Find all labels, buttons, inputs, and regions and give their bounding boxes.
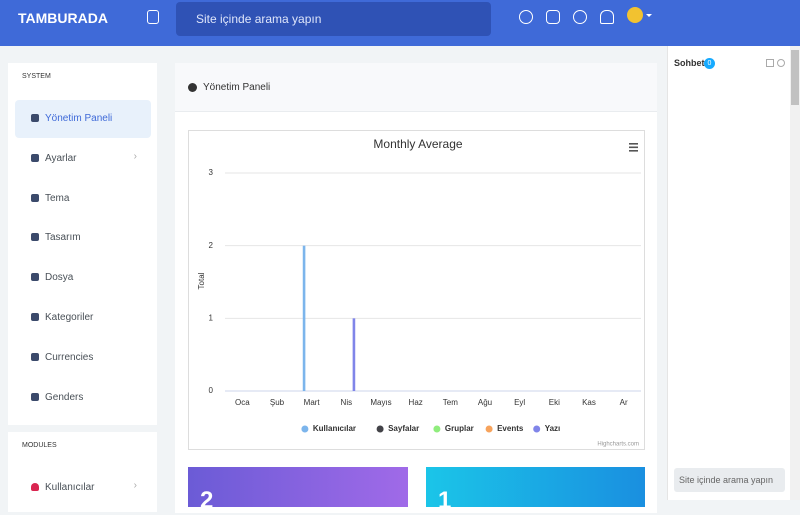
bell-icon[interactable] — [600, 10, 614, 24]
nav-label: Kullanıcılar — [45, 482, 95, 493]
avatar[interactable] — [627, 7, 643, 23]
nav-item[interactable]: Genders — [15, 379, 151, 417]
x-tick-label: Tem — [443, 398, 458, 407]
nav-icon — [31, 392, 39, 401]
panel-icon — [188, 83, 197, 92]
chat-icon[interactable] — [573, 10, 587, 24]
chat-search[interactable]: Site içinde arama yapın — [674, 468, 785, 492]
legend-label[interactable]: Sayfalar — [388, 424, 419, 433]
bar — [352, 318, 356, 391]
nav-icon — [31, 313, 39, 321]
brand[interactable]: TAMBURADA — [18, 10, 108, 26]
y-axis-label: Total — [197, 272, 206, 289]
nav-item[interactable]: Ayarlar › — [15, 140, 151, 178]
x-tick-label: Eyl — [514, 398, 525, 407]
y-tick-label: 3 — [209, 168, 214, 177]
section-title: MODULES — [22, 442, 57, 449]
nav-item[interactable]: Kullanıcılar › — [15, 469, 151, 507]
y-tick-label: 0 — [209, 386, 214, 395]
nav-item[interactable]: Tema — [15, 180, 151, 218]
nav-item[interactable]: Yönetim Paneli — [15, 100, 151, 138]
credit[interactable]: Highcharts.com — [597, 442, 639, 448]
legend-label[interactable]: Yazı — [545, 424, 561, 433]
chart-title: Monthly Average — [373, 137, 462, 151]
nav-icon — [31, 352, 39, 361]
nav-label: Genders — [45, 391, 84, 403]
scrollbar[interactable] — [790, 46, 800, 500]
legend-marker[interactable] — [376, 425, 384, 433]
avatar-caret[interactable] — [646, 14, 652, 20]
nav-label: Tema — [45, 192, 70, 204]
nav-icon — [31, 114, 39, 122]
nav-icon — [31, 483, 39, 491]
x-tick-label: Ağu — [478, 398, 492, 407]
chevron: › — [133, 150, 137, 162]
x-tick-label: Mart — [304, 398, 321, 407]
nav-icon — [31, 273, 39, 282]
section-title: SYSTEM — [22, 73, 51, 80]
legend-label[interactable]: Gruplar — [445, 424, 474, 433]
add-icon[interactable] — [519, 10, 533, 24]
bar — [302, 245, 306, 391]
nav-label: Yönetim Paneli — [45, 113, 113, 124]
scroll-thumb[interactable] — [791, 50, 799, 105]
nav-label: Currencies — [45, 351, 94, 363]
chevron: › — [133, 480, 137, 491]
legend-marker[interactable] — [301, 425, 309, 433]
x-tick-label: Ar — [620, 398, 628, 407]
header: TAMBURADA Site içinde arama yapın — [0, 0, 800, 46]
nav-item[interactable]: Tasarım — [15, 219, 151, 257]
legend-label[interactable]: Kullanıcılar — [313, 424, 356, 433]
nav-label: Kategoriler — [45, 312, 94, 323]
legend-marker[interactable] — [433, 425, 441, 433]
home-icon[interactable] — [147, 10, 159, 24]
x-tick-label: Nis — [341, 398, 353, 407]
nav-icon — [31, 233, 39, 242]
panel-title: Yönetim Paneli — [203, 82, 271, 93]
menu-icon[interactable] — [629, 143, 638, 152]
x-tick-label: Eki — [549, 398, 560, 407]
chat-settings-icon[interactable] — [777, 59, 785, 67]
legend-label[interactable]: Events — [497, 424, 524, 433]
chat-panel: Sohbet 0 Site içinde arama yapın — [667, 46, 790, 500]
chat-title: Sohbet — [674, 58, 705, 68]
stat-value: 2 — [200, 487, 214, 514]
search-box[interactable]: Site içinde arama yapın — [176, 2, 491, 36]
panel-header — [175, 63, 657, 112]
nav-icon — [31, 193, 39, 202]
legend-marker[interactable] — [533, 425, 541, 433]
nav-icon — [31, 153, 39, 162]
y-tick-label: 2 — [209, 241, 214, 250]
legend-marker[interactable] — [485, 425, 493, 433]
stat-card[interactable]: 2 — [188, 467, 408, 514]
nav-label: Ayarlar — [45, 152, 77, 164]
y-tick-label: 1 — [209, 313, 214, 322]
nav-item[interactable]: Currencies — [15, 339, 151, 377]
sidebar-modules — [8, 432, 157, 512]
stat-card[interactable]: 1 — [426, 467, 645, 514]
nav-label: Tasarım — [45, 232, 81, 244]
x-tick-label: Haz — [409, 398, 423, 407]
users-icon[interactable] — [546, 10, 560, 24]
x-tick-label: Mayıs — [370, 398, 391, 407]
nav-label: Dosya — [45, 272, 74, 284]
x-tick-label: Kas — [582, 398, 596, 407]
x-tick-label: Oca — [235, 398, 250, 407]
chart: Monthly Average Total Highcharts.com 0 1 2… — [188, 130, 645, 450]
nav-item[interactable]: Kategoriler — [15, 299, 151, 337]
x-tick-label: Şub — [270, 398, 285, 407]
stat-value: 1 — [438, 487, 452, 514]
chat-count: 0 — [704, 58, 715, 69]
chat-edit-icon[interactable] — [766, 59, 774, 67]
nav-item[interactable]: Dosya — [15, 259, 151, 297]
